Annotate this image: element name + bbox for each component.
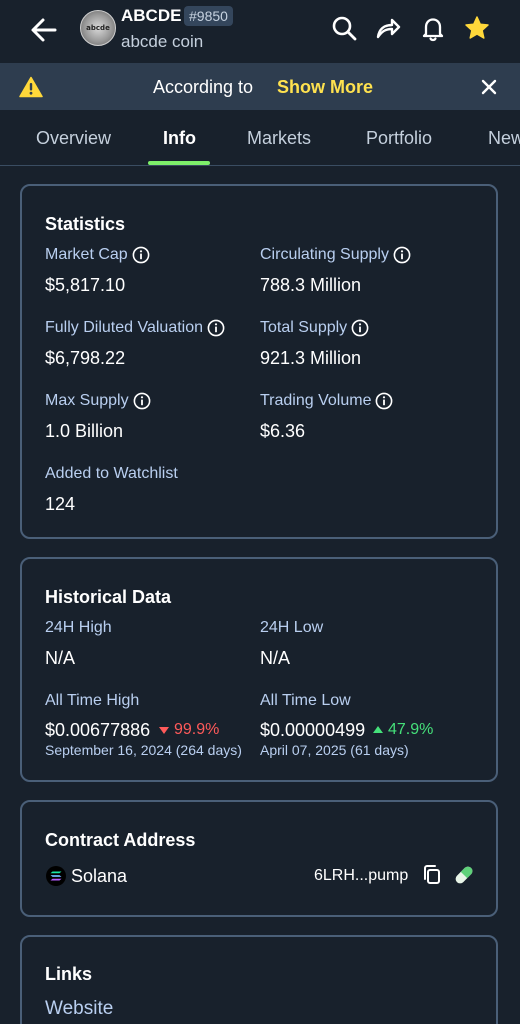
search-icon[interactable] — [330, 14, 358, 42]
solana-icon — [46, 866, 66, 886]
chain-name: Solana — [71, 866, 128, 886]
links-title: Links — [45, 964, 93, 984]
total-supply-label-text: Total Supply — [260, 319, 348, 336]
info-icon[interactable] — [207, 319, 225, 337]
rank-badge: #9850 — [184, 6, 233, 26]
atl-change-text: 47.9% — [388, 721, 434, 738]
low-24h-value: N/A — [260, 648, 291, 668]
fdv-label: Fully Diluted Valuation — [45, 319, 225, 337]
fdv-value: $6,798.22 — [45, 348, 126, 368]
website-link[interactable]: Website — [45, 998, 114, 1019]
tab-markets[interactable]: Markets — [247, 128, 312, 148]
coin-symbol: ABCDE — [121, 6, 182, 25]
down-triangle-icon — [159, 727, 169, 734]
atl-change: 47.9% — [372, 721, 433, 739]
trading-volume-label-text: Trading Volume — [260, 392, 372, 409]
copy-icon[interactable] — [422, 864, 442, 886]
tab-news[interactable]: New — [488, 128, 520, 148]
historical-data-card: Historical Data 24H High N/A 24H Low N/A… — [20, 557, 498, 782]
trading-volume-value: $6.36 — [260, 421, 306, 441]
up-triangle-icon — [373, 726, 383, 733]
contract-address-card: Contract Address Solana 6LRH...pump — [20, 800, 498, 917]
info-icon[interactable] — [132, 246, 150, 264]
show-more-link[interactable]: Show More — [277, 77, 374, 97]
coin-logo-text: abcde — [86, 24, 110, 32]
fdv-label-text: Fully Diluted Valuation — [45, 319, 204, 336]
atl-label: All Time Low — [260, 692, 351, 709]
warning-icon — [19, 76, 43, 98]
links-card: Links Website — [20, 935, 498, 1024]
atl-value: $0.00000499 — [260, 720, 366, 740]
market-cap-label: Market Cap — [45, 246, 150, 264]
watchlist-label: Added to Watchlist — [45, 465, 178, 482]
total-supply-value: 921.3 Million — [260, 348, 362, 368]
max-supply-label-text: Max Supply — [45, 392, 129, 409]
historical-title: Historical Data — [45, 587, 172, 607]
ath-label: All Time High — [45, 692, 140, 709]
bell-icon[interactable] — [419, 14, 447, 42]
app-header: abcde ABCDE #9850 abcde coin — [0, 0, 520, 62]
ath-date: September 16, 2024 (264 days) — [45, 742, 242, 758]
info-icon[interactable] — [375, 392, 393, 410]
watchlist-value: 124 — [45, 494, 76, 514]
ath-change-text: 99.9% — [174, 721, 220, 738]
info-icon[interactable] — [133, 392, 151, 410]
statistics-card: Statistics Market Cap $5,817.10 Circulat… — [20, 184, 498, 539]
notice-banner: According to Show More — [0, 63, 520, 110]
contract-title: Contract Address — [45, 830, 196, 850]
banner-text: According to — [153, 77, 254, 97]
info-icon[interactable] — [393, 246, 411, 264]
tab-portfolio[interactable]: Portfolio — [366, 128, 433, 148]
high-24h-value: N/A — [45, 648, 76, 668]
market-cap-label-text: Market Cap — [45, 246, 128, 263]
contract-address-value: 6LRH...pump — [314, 867, 409, 884]
coin-name: abcde coin — [121, 32, 204, 51]
low-24h-label: 24H Low — [260, 619, 324, 636]
ath-value: $0.00677886 — [45, 720, 151, 740]
star-icon[interactable] — [463, 14, 491, 42]
statistics-title: Statistics — [45, 214, 126, 234]
high-24h-label: 24H High — [45, 619, 112, 636]
share-icon[interactable] — [374, 14, 402, 42]
max-supply-label: Max Supply — [45, 392, 151, 410]
back-arrow-icon[interactable] — [28, 14, 60, 46]
atl-date: April 07, 2025 (61 days) — [260, 742, 409, 758]
tab-info[interactable]: Info — [163, 128, 196, 148]
info-icon[interactable] — [351, 319, 369, 337]
tab-overview[interactable]: Overview — [36, 128, 112, 148]
market-cap-value: $5,817.10 — [45, 275, 126, 295]
trading-volume-label: Trading Volume — [260, 392, 393, 410]
circulating-supply-label: Circulating Supply — [260, 246, 411, 264]
tab-bar: Overview Info Markets Portfolio New — [0, 112, 520, 166]
circulating-supply-label-text: Circulating Supply — [260, 246, 389, 263]
coin-logo: abcde — [80, 10, 116, 46]
ath-change: 99.9% — [158, 721, 219, 739]
max-supply-value: 1.0 Billion — [45, 421, 124, 441]
circulating-supply-value: 788.3 Million — [260, 275, 362, 295]
pill-icon[interactable] — [452, 863, 476, 887]
active-tab-indicator — [148, 161, 210, 165]
close-icon[interactable] — [478, 76, 500, 98]
total-supply-label: Total Supply — [260, 319, 369, 337]
